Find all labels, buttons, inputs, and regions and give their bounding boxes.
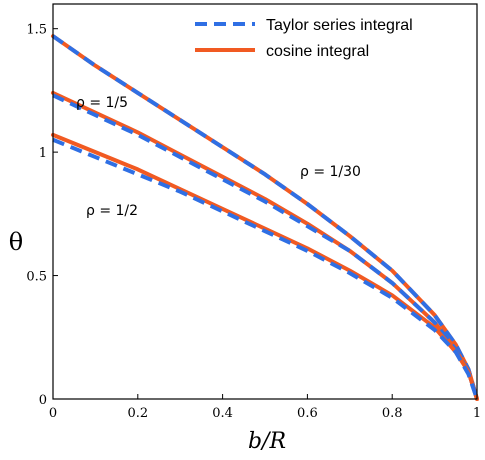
x-tick-label: 0.2 xyxy=(127,406,148,421)
legend-label-taylor: Taylor series integral xyxy=(266,17,413,34)
y-tick-label: 0.5 xyxy=(26,270,47,285)
y-tick-label: 1 xyxy=(39,146,47,161)
plot-frame xyxy=(52,3,478,400)
series-taylor-integral-curve-3 xyxy=(52,137,479,400)
x-tick-label: 1 xyxy=(473,406,481,421)
annotation-rho-1-30: ρ = 1/30 xyxy=(300,164,361,180)
series-taylor-integral-curve-1 xyxy=(51,34,479,400)
curves-layer xyxy=(51,34,479,401)
x-tick-label: 0.8 xyxy=(382,406,403,421)
legend: Taylor series integral cosine integral xyxy=(195,17,413,60)
ticks-layer: 0 0.2 0.4 0.6 0.8 1 0 0.5 1 1.5 xyxy=(26,23,481,421)
y-axis-label: θ xyxy=(9,228,23,256)
y-tick-label: 1.5 xyxy=(26,23,47,38)
annotation-rho-1-5: ρ = 1/5 xyxy=(76,95,128,111)
legend-label-cosine: cosine integral xyxy=(266,43,369,60)
y-tick-label: 0 xyxy=(39,393,47,408)
x-tick-label: 0.6 xyxy=(297,406,318,421)
x-axis-label: b/R xyxy=(248,429,286,454)
x-tick-label: 0.4 xyxy=(212,406,233,421)
x-tick-label: 0 xyxy=(49,406,57,421)
annotation-rho-1-2: ρ = 1/2 xyxy=(86,203,138,219)
